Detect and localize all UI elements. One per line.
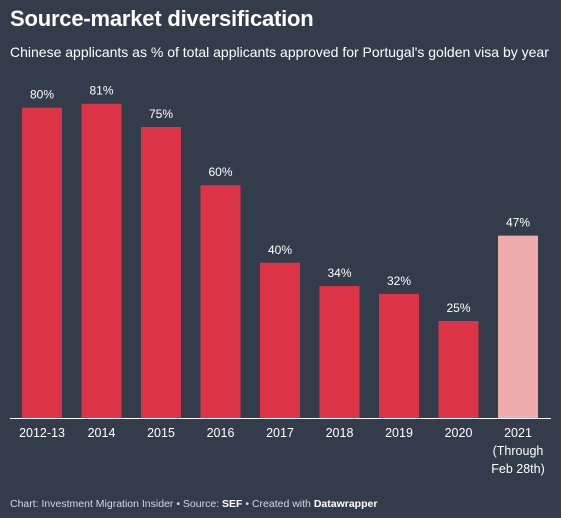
footer-tool-link[interactable]: Datawrapper [313,498,378,510]
x-tick-label-2014: 2014 [88,426,116,440]
x-tick-label-2021: 2021 [504,426,532,440]
bar-2019 [379,293,419,418]
data-label-2019: 32% [387,274,411,288]
footer-source[interactable]: SEF [222,498,243,510]
x-tick-sublabel: (Through [493,444,544,458]
data-label-2021: 47% [506,216,530,230]
bar-2018 [319,286,360,418]
x-tick-label-2017: 2017 [266,426,294,440]
footer-prefix: Chart: Investment Migration Insider • So… [10,498,223,510]
data-label-2017: 40% [268,243,292,257]
bar-2016 [200,185,241,418]
data-label-2012-13: 80% [30,88,54,102]
data-label-2015: 75% [149,107,173,121]
bar-2021 [498,235,538,418]
x-tick-label-2016: 2016 [207,426,235,440]
bar-2015 [141,127,181,418]
bar-2014 [81,103,122,418]
x-tick-label-2015: 2015 [147,426,175,440]
x-tick-label-2020: 2020 [445,426,473,440]
x-tick-sublabel: Feb 28th) [491,462,545,476]
chart-footer: Chart: Investment Migration Insider • So… [10,498,377,510]
footer-middle: • Created with [242,498,314,510]
bar-2017 [260,262,300,418]
data-label-2016: 60% [208,165,232,179]
data-label-2014: 81% [89,84,113,98]
chart-subtitle: Chinese applicants as % of total applica… [10,44,549,60]
bar-2012-13 [22,107,62,418]
x-tick-label-2019: 2019 [385,426,413,440]
x-tick-label-2012-13: 2012-13 [19,426,65,440]
chart-title: Source-market diversification [10,6,314,31]
bar-2020 [438,321,479,418]
data-label-2018: 34% [327,266,351,280]
data-label-2020: 25% [446,301,470,315]
x-tick-label-2018: 2018 [326,426,354,440]
